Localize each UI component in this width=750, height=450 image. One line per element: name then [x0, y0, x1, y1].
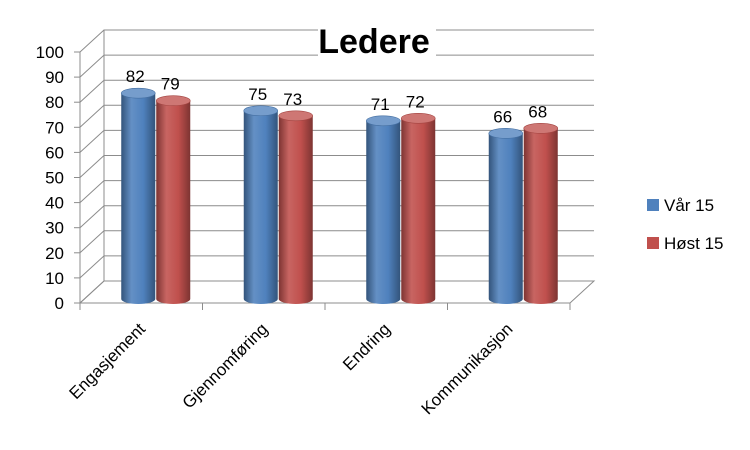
y-tick-label: 40 [45, 194, 64, 213]
y-tick-label: 70 [45, 118, 64, 137]
data-label: 66 [493, 107, 512, 126]
legend-label: Høst 15 [664, 234, 724, 253]
bar-var15-1 [243, 110, 278, 304]
bar-top-3-1 [523, 123, 559, 134]
bar-top-1-1 [278, 110, 314, 122]
bar-host15-3 [523, 128, 558, 304]
x-category-label: Gjennomføring [179, 319, 272, 412]
legend: Vår 15 Høst 15 [647, 196, 724, 253]
x-category-label: Kommunikasjon [418, 319, 517, 418]
bars [120, 87, 559, 305]
title-background [318, 18, 436, 64]
y-tick-label: 10 [45, 269, 64, 288]
data-label: 79 [161, 75, 180, 94]
bar-host15-2 [401, 118, 436, 304]
title-group: Ledere [318, 18, 436, 64]
legend-swatch [647, 199, 659, 211]
legend-swatch [647, 237, 659, 249]
data-label: 73 [283, 90, 302, 109]
bar-top-2-1 [400, 112, 436, 124]
y-tick-label: 80 [45, 93, 64, 112]
bar-top-0-0 [120, 87, 156, 99]
bar-top-1-0 [243, 105, 279, 117]
x-axis: Engasjement Gjennomføring Endring Kommunika… [65, 303, 571, 418]
data-label: 82 [126, 67, 145, 86]
data-labels: 82 79 75 73 71 72 66 68 [126, 67, 547, 126]
bar-var15-3 [488, 133, 523, 304]
y-tick-label: 20 [45, 244, 64, 263]
bar-var15-2 [366, 120, 401, 304]
bar-top-2-0 [365, 115, 401, 127]
bar-top-0-1 [155, 95, 191, 107]
x-category-label: Engasjement [65, 319, 149, 403]
data-label: 75 [248, 85, 267, 104]
y-tick-label: 30 [45, 219, 64, 238]
x-category-label: Endring [339, 319, 394, 374]
chart-title: Ledere [318, 23, 430, 61]
y-tick-label: 0 [55, 294, 64, 313]
y-tick-label: 50 [45, 169, 64, 188]
y-tick-label: 100 [36, 43, 64, 62]
bar-host15-1 [278, 115, 313, 305]
data-label: 71 [371, 95, 390, 114]
y-axis: 0 10 20 30 40 50 60 70 80 90 100 [36, 30, 105, 313]
bar-var15-0 [121, 93, 156, 305]
bar-host15-0 [156, 100, 191, 305]
y-tick-label: 90 [45, 68, 64, 87]
legend-label: Vår 15 [664, 196, 714, 215]
bar-top-3-0 [488, 128, 524, 139]
data-label: 72 [406, 92, 425, 111]
y-tick-label: 60 [45, 143, 64, 162]
data-label: 68 [528, 102, 547, 121]
